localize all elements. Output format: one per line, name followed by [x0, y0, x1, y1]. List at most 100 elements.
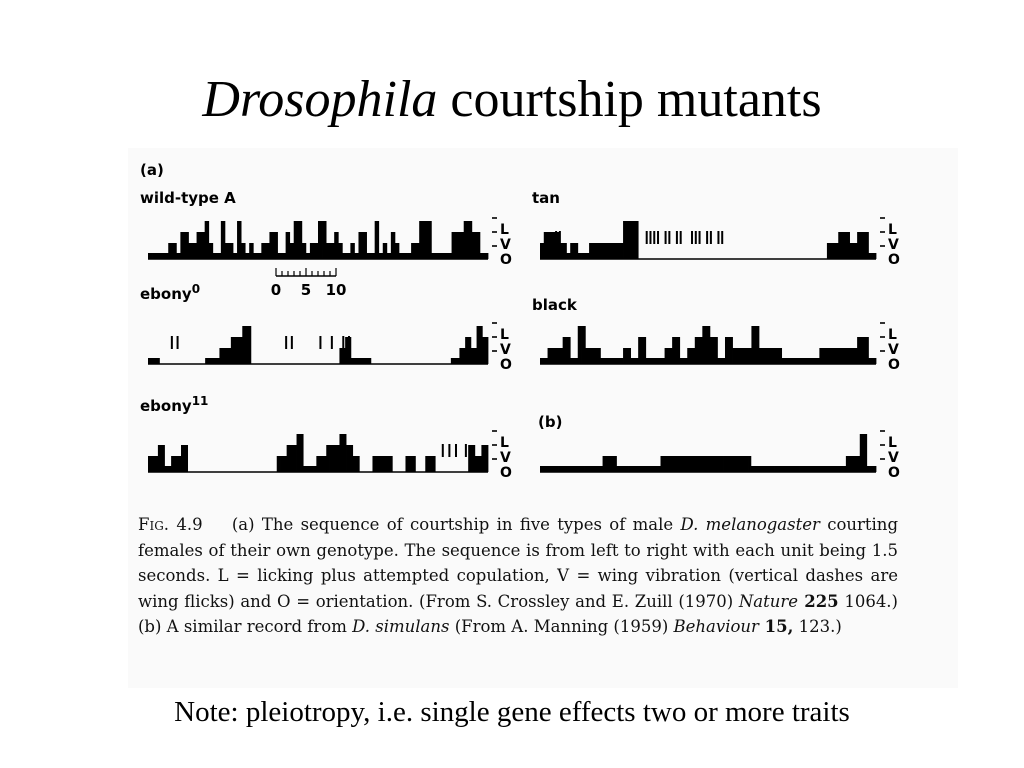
behaviour-block	[600, 358, 605, 364]
behaviour-block	[732, 456, 736, 472]
behaviour-block	[653, 358, 658, 364]
behaviour-block	[184, 232, 189, 259]
behaviour-block	[273, 232, 278, 259]
behaviour-block	[623, 348, 628, 364]
behaviour-block	[581, 466, 585, 472]
behaviour-block	[216, 253, 222, 259]
wing-flick	[555, 231, 558, 244]
behaviour-block	[869, 466, 872, 472]
behaviour-block	[653, 466, 657, 472]
behaviour-block	[848, 456, 851, 472]
behaviour-block	[553, 466, 557, 472]
behaviour-block	[411, 243, 416, 259]
behaviour-block	[281, 253, 287, 259]
behaviour-block	[316, 456, 321, 472]
behaviour-block	[216, 358, 220, 364]
behaviour-block	[296, 434, 301, 472]
behaviour-block	[388, 456, 393, 472]
behaviour-block	[611, 358, 616, 364]
behaviour-block	[813, 466, 817, 472]
behaviour-block	[305, 253, 311, 259]
behaviour-block	[716, 456, 719, 472]
behaviour-block	[428, 456, 433, 472]
behaviour-block	[332, 445, 337, 472]
wing-flick	[448, 444, 451, 457]
behaviour-block	[834, 466, 838, 472]
behaviour-block	[646, 466, 650, 472]
behaviour-block	[660, 456, 664, 472]
behaviour-block	[463, 221, 469, 259]
behaviour-block	[590, 466, 594, 472]
panel-b-label: (b)	[538, 413, 562, 431]
behaviour-block	[669, 456, 673, 472]
behaviour-block	[471, 232, 477, 259]
caption-fig-word: Fig.	[138, 515, 170, 534]
behaviour-block	[699, 456, 703, 472]
behaviour-block	[664, 348, 669, 364]
behaviour-block	[711, 456, 715, 472]
behaviour-block	[349, 445, 354, 472]
behaviour-block	[443, 253, 448, 259]
behaviour-block	[451, 232, 457, 259]
behaviour-block	[592, 348, 598, 364]
behaviour-block	[181, 445, 185, 472]
behaviour-block	[604, 243, 609, 259]
behaviour-block	[690, 456, 694, 472]
behaviour-block	[618, 466, 622, 472]
wing-flick	[709, 231, 712, 244]
behaviour-block	[407, 253, 412, 259]
behaviour-block	[188, 243, 193, 259]
behaviour-block	[843, 466, 847, 472]
behaviour-block	[758, 348, 764, 364]
genotype-label: ebony0	[140, 282, 200, 303]
scale-label: 5	[301, 281, 311, 299]
behaviour-block	[672, 456, 675, 472]
scale-label: 10	[326, 281, 347, 299]
behaviour-block	[208, 358, 212, 364]
behaviour-block	[842, 348, 847, 364]
behaviour-block	[611, 243, 616, 259]
behaviour-block	[674, 456, 678, 472]
behaviour-block	[623, 221, 628, 259]
behaviour-block	[596, 348, 601, 364]
behaviour-block	[648, 466, 652, 472]
behaviour-block	[751, 326, 756, 364]
behaviour-block	[838, 348, 843, 364]
behaviour-block	[362, 358, 366, 364]
behaviour-block	[589, 243, 594, 259]
axis-letter-v: V	[888, 342, 899, 358]
behaviour-block	[156, 253, 161, 259]
wing-flick	[668, 231, 671, 244]
behaviour-block	[819, 348, 824, 364]
behaviour-block	[551, 348, 556, 364]
caption-text-4: (From A. Manning (1959)	[449, 617, 674, 636]
behaviour-block	[595, 466, 599, 472]
behaviour-block	[348, 337, 352, 364]
behaviour-block	[336, 445, 340, 472]
figure-caption: Fig. 4.9 (a) The sequence of courtship i…	[138, 512, 898, 640]
behaviour-block	[379, 456, 383, 472]
behaviour-block	[747, 348, 752, 364]
behaviour-block	[638, 337, 643, 364]
behaviour-block	[543, 232, 548, 259]
time-scale-bar: 0 5 10	[271, 268, 347, 299]
wing-flick	[348, 336, 350, 349]
behaviour-block	[592, 243, 598, 259]
behaviour-block	[871, 466, 875, 472]
behaviour-block	[811, 466, 814, 472]
behaviour-block	[318, 221, 323, 259]
behaviour-block	[306, 466, 311, 472]
behaviour-block	[852, 456, 856, 472]
behaviour-block	[277, 253, 282, 259]
behaviour-block	[403, 253, 408, 259]
axis-letter-o: O	[888, 252, 900, 268]
wing-flick	[441, 444, 444, 457]
behaviour-block	[164, 466, 169, 472]
behaviour-block	[853, 243, 858, 259]
behaviour-block	[709, 456, 712, 472]
behaviour-block	[329, 445, 334, 472]
behaviour-block	[573, 243, 579, 259]
behaviour-block	[560, 466, 564, 472]
